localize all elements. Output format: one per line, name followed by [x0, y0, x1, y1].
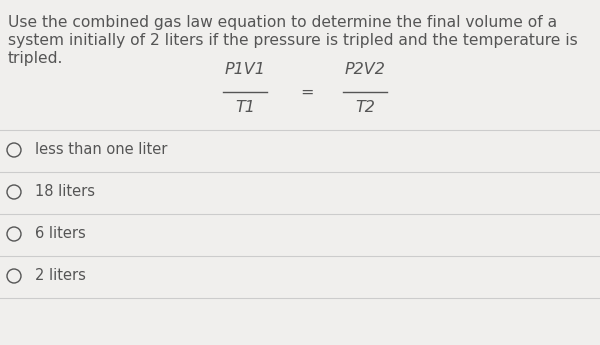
Text: T2: T2 [355, 100, 375, 115]
Text: Use the combined gas law equation to determine the final volume of a: Use the combined gas law equation to det… [8, 15, 557, 30]
Text: 6 liters: 6 liters [35, 227, 86, 242]
Text: tripled.: tripled. [8, 51, 64, 66]
Text: =: = [300, 85, 314, 99]
Text: system initially of 2 liters if the pressure is tripled and the temperature is: system initially of 2 liters if the pres… [8, 33, 578, 48]
Text: T1: T1 [235, 100, 255, 115]
Text: 18 liters: 18 liters [35, 185, 95, 199]
Text: P1V1: P1V1 [224, 62, 265, 77]
Text: P2V2: P2V2 [344, 62, 385, 77]
Text: less than one liter: less than one liter [35, 142, 167, 158]
Text: 2 liters: 2 liters [35, 268, 86, 284]
